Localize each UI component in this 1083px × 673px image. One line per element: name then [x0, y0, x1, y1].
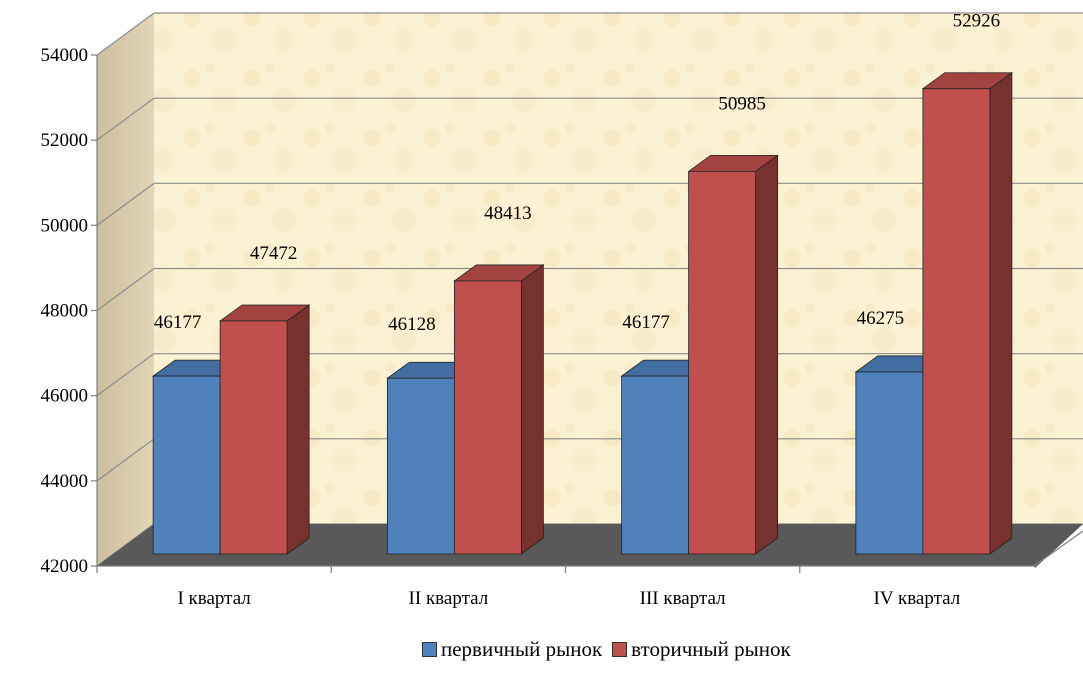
bar-front	[153, 376, 220, 554]
y-tick-label: 52000	[41, 130, 89, 151]
data-label-secondary: 48413	[484, 203, 532, 224]
bar-side	[756, 155, 778, 554]
legend-swatch-secondary	[612, 642, 627, 657]
bar-secondary	[923, 73, 1012, 554]
bar-front	[387, 378, 454, 554]
data-label-secondary: 50985	[718, 93, 766, 114]
y-tick-label: 44000	[41, 471, 89, 492]
legend-item-secondary: вторичный рынок	[612, 637, 790, 662]
legend-label-secondary: вторичный рынок	[631, 637, 790, 662]
legend: первичный рынок вторичный рынок	[422, 637, 801, 662]
data-label-secondary: 52926	[953, 11, 1001, 32]
bar-front	[923, 89, 990, 554]
legend-swatch-primary	[422, 642, 437, 657]
legend-label-primary: первичный рынок	[441, 637, 602, 662]
bar-side	[990, 73, 1012, 554]
y-tick-label: 54000	[41, 45, 89, 66]
data-label-primary: 46275	[857, 308, 905, 329]
data-label-primary: 46128	[388, 314, 436, 335]
x-tick-label: IV квартал	[874, 588, 961, 609]
bar-front	[689, 171, 756, 554]
legend-item-primary: первичный рынок	[422, 637, 602, 662]
x-tick-label: III квартал	[640, 588, 727, 609]
bar-front	[622, 376, 689, 554]
bar-front	[220, 321, 287, 554]
y-tick-label: 48000	[41, 301, 89, 322]
bar-front	[856, 372, 923, 554]
x-axis-labels: I квартал II квартал III квартал IV квартал	[177, 588, 960, 609]
data-label-secondary: 47472	[250, 243, 298, 264]
bar-side	[287, 305, 309, 554]
y-tick-label: 46000	[41, 386, 89, 407]
y-tick-label: 50000	[41, 215, 89, 236]
x-tick-label: II квартал	[409, 588, 489, 609]
bar-side	[521, 265, 543, 554]
bar-secondary	[220, 305, 309, 554]
bar-secondary	[454, 265, 543, 554]
bar-front	[454, 281, 521, 554]
x-tick-label: I квартал	[177, 588, 251, 609]
y-tick-label: 42000	[41, 556, 89, 577]
data-label-primary: 46177	[622, 312, 670, 333]
data-label-primary: 46177	[154, 312, 202, 333]
bar-secondary	[689, 155, 778, 554]
